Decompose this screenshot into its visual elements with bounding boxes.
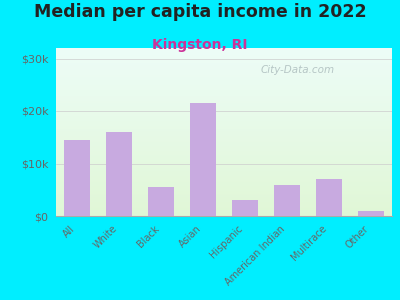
Bar: [232, 200, 258, 216]
Text: Median per capita income in 2022: Median per capita income in 2022: [34, 3, 366, 21]
Bar: [64, 140, 90, 216]
Text: City-Data.com: City-Data.com: [261, 65, 335, 75]
Bar: [190, 103, 216, 216]
Bar: [358, 211, 384, 216]
Bar: [274, 184, 300, 216]
Text: Kingston, RI: Kingston, RI: [152, 38, 248, 52]
Bar: [106, 132, 132, 216]
Bar: [316, 179, 342, 216]
Bar: [148, 187, 174, 216]
